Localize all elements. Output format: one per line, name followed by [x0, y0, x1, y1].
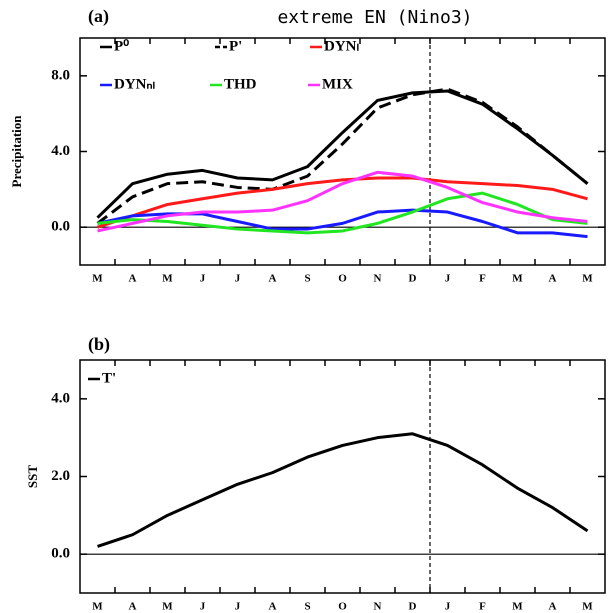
x-tick-label: M	[162, 273, 173, 285]
y-axis-label: SST	[25, 465, 40, 488]
x-tick-label: J	[235, 601, 241, 613]
x-tick-label: J	[445, 601, 451, 613]
x-tick-label: S	[304, 273, 310, 285]
legend-label: P'	[229, 38, 242, 54]
y-tick-label: 0.0	[51, 546, 70, 562]
y-tick-label: 4.0	[51, 143, 70, 159]
x-tick-label: A	[269, 601, 277, 613]
x-tick-label: M	[162, 601, 173, 613]
plot-frame	[79, 37, 606, 266]
x-tick-label: J	[445, 273, 451, 285]
y-tick-label: 8.0	[51, 67, 70, 83]
x-tick-label: N	[374, 601, 382, 613]
legend-label: DYNₙₗ	[114, 76, 155, 92]
x-tick-label: M	[582, 601, 593, 613]
x-tick-label: M	[92, 601, 103, 613]
panel-label: (b)	[88, 334, 110, 355]
x-tick-label: F	[479, 601, 486, 613]
x-tick-label: M	[582, 273, 593, 285]
x-tick-label: J	[200, 601, 206, 613]
x-tick-label: D	[409, 601, 417, 613]
series-line	[96, 89, 589, 219]
x-tick-label: S	[304, 601, 310, 613]
panel-label: (a)	[88, 6, 109, 27]
x-tick-label: M	[512, 273, 523, 285]
x-tick-label: N	[374, 273, 382, 285]
series-line	[96, 87, 589, 225]
x-tick-label: A	[129, 601, 137, 613]
x-tick-label: M	[92, 273, 103, 285]
x-tick-label: O	[338, 273, 347, 285]
legend-label: P⁰	[114, 38, 129, 54]
legend-label: THD	[224, 76, 257, 92]
x-tick-label: D	[409, 273, 417, 285]
x-tick-label: A	[549, 601, 557, 613]
series-line	[97, 170, 588, 233]
legend-label: DYNₗ	[324, 38, 359, 54]
x-tick-label: A	[129, 273, 137, 285]
x-tick-label: F	[479, 273, 486, 285]
series-line	[97, 432, 589, 548]
x-tick-label: J	[200, 273, 206, 285]
legend-label: MIX	[322, 76, 353, 92]
x-tick-label: M	[512, 601, 523, 613]
y-tick-label: 2.0	[51, 468, 70, 484]
plot-frame	[79, 359, 606, 594]
x-tick-label: O	[338, 601, 347, 613]
x-tick-label: A	[549, 273, 557, 285]
legend-label: T'	[102, 370, 116, 386]
chart-title: extreme EN (Nino3)	[277, 7, 472, 28]
series-line	[97, 176, 588, 229]
x-tick-label: J	[235, 273, 241, 285]
series-line	[97, 191, 588, 235]
y-tick-label: 0.0	[51, 219, 70, 235]
y-axis-label: Precipitation	[9, 115, 24, 188]
x-tick-label: A	[269, 273, 277, 285]
y-tick-label: 4.0	[51, 390, 70, 406]
